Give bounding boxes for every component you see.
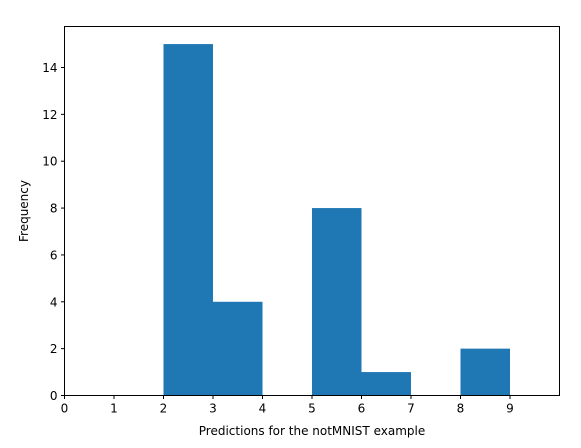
histogram-bar-6 [361,372,411,396]
y-tick-label: 0 [50,389,58,403]
histogram-bar-3 [213,301,263,396]
histogram-bar-2 [163,44,213,396]
bars-group [163,44,510,396]
histogram-bar-5 [312,208,362,396]
y-tick-label: 4 [50,295,58,309]
y-axis-label: Frequency [17,180,31,242]
y-tick-label: 14 [42,61,57,75]
y-tick-label: 8 [50,202,58,216]
y-tick-label: 10 [42,155,57,169]
x-tick-label: 6 [358,402,366,416]
x-tick-label: 7 [407,402,415,416]
y-tick-label: 2 [50,342,58,356]
x-axis-ticks: 0 1 2 3 4 5 6 7 8 9 [61,395,514,416]
x-tick-label: 3 [209,402,217,416]
x-tick-label: 1 [110,402,118,416]
x-tick-label: 9 [506,402,514,416]
x-axis-label: Predictions for the notMNIST example [199,424,425,438]
y-axis-ticks: 0 2 4 6 8 10 12 14 [42,61,65,403]
y-tick-label: 6 [50,248,58,262]
x-tick-label: 0 [61,402,69,416]
x-tick-label: 8 [457,402,465,416]
histogram-bar-8 [460,348,510,396]
y-tick-label: 12 [42,108,57,122]
x-tick-label: 5 [308,402,316,416]
x-tick-label: 4 [259,402,267,416]
x-tick-label: 2 [160,402,168,416]
plot-area-frame [64,26,560,396]
